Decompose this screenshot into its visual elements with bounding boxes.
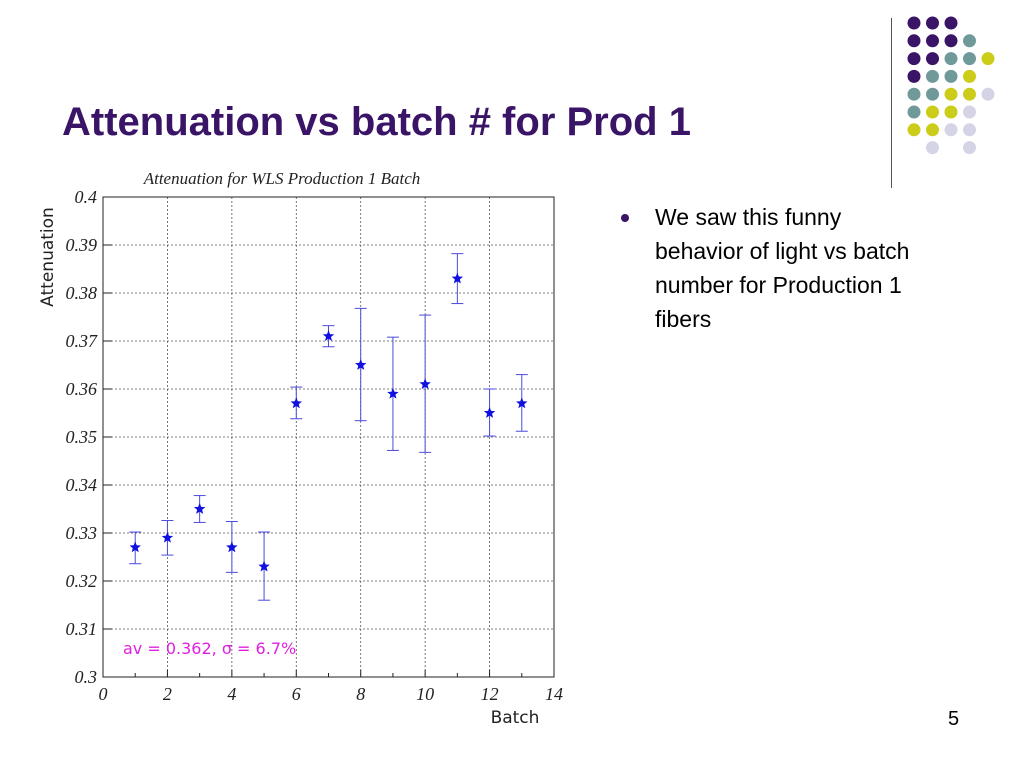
decorative-dot <box>944 34 958 48</box>
x-tick-label: 12 <box>481 684 499 704</box>
y-tick-label: 0.38 <box>66 283 98 303</box>
decorative-dot <box>926 123 939 137</box>
x-axis-label: Batch <box>491 708 540 728</box>
data-point-star <box>193 503 206 514</box>
y-tick-label: 0.31 <box>66 619 98 639</box>
x-tick-label: 6 <box>292 684 301 704</box>
y-tick-label: 0.32 <box>66 571 98 591</box>
slide-title: Attenuation vs batch # for Prod 1 <box>62 100 691 144</box>
attenuation-chart: Attenuation for WLS Production 1 Batch 0… <box>38 169 564 728</box>
data-point-star <box>258 560 270 572</box>
data-point-star <box>161 531 174 543</box>
decorative-dot <box>944 69 958 83</box>
decorative-dot <box>944 52 958 66</box>
data-point-star <box>419 378 431 390</box>
data-point-star <box>322 330 335 342</box>
decorative-dot <box>944 87 958 101</box>
x-tick-label: 2 <box>163 684 172 704</box>
x-tick-label: 0 <box>99 684 108 704</box>
data-point-star <box>483 407 496 418</box>
decorative-dot <box>944 105 958 119</box>
y-tick-label: 0.4 <box>75 187 98 207</box>
axis-ticks: 0 2 4 6 8 10 12 14 0.3 0.31 0.32 0.33 0.34 0.35 0.36 0.… <box>66 187 564 704</box>
x-tick-label: 8 <box>356 684 365 704</box>
decorative-dot <box>944 16 958 30</box>
chart-annotation: av = 0.362, σ = 6.7% <box>123 639 296 658</box>
decorative-dot <box>926 16 939 30</box>
y-tick-label: 0.35 <box>66 427 98 447</box>
decorative-dot <box>963 34 976 48</box>
chart-grid <box>103 197 554 677</box>
decorative-dot <box>926 52 939 66</box>
data-point-star <box>516 397 528 409</box>
decorative-dot <box>907 123 921 137</box>
x-tick-label: 10 <box>416 684 434 704</box>
decorative-dot <box>981 52 995 66</box>
bullet-item: We saw this funny behavior of light vs b… <box>618 200 918 336</box>
decorative-dot <box>963 87 976 101</box>
x-tick-label: 14 <box>545 684 563 704</box>
decorative-dot <box>963 52 976 66</box>
data-points <box>129 272 528 572</box>
decorative-dot-grid <box>907 16 995 155</box>
decorative-dot <box>963 105 976 119</box>
decorative-dot <box>926 105 939 119</box>
decorative-dot <box>907 105 921 119</box>
y-tick-label: 0.33 <box>66 523 98 543</box>
data-point-star <box>129 541 141 553</box>
decorative-dot <box>963 123 976 137</box>
error-bars <box>129 253 528 601</box>
decorative-dot <box>944 123 958 137</box>
decorative-dot <box>907 52 921 66</box>
decorative-dot <box>926 34 939 48</box>
page-number: 5 <box>948 708 960 730</box>
decorative-dot <box>981 87 995 101</box>
decorative-divider <box>891 18 892 188</box>
decorative-dot <box>963 69 976 83</box>
y-tick-label: 0.36 <box>66 379 98 399</box>
decorative-dot <box>926 141 939 155</box>
bullet-text: We saw this funny behavior of light vs b… <box>655 204 910 332</box>
bullet-icon <box>621 214 629 222</box>
decorative-dot <box>907 69 921 83</box>
decorative-dot <box>907 16 921 30</box>
data-point-star <box>387 387 399 399</box>
y-tick-label: 0.39 <box>66 235 98 255</box>
data-point-star <box>226 541 238 553</box>
decorative-dot <box>963 141 976 155</box>
y-axis-label: Attenuation <box>38 207 58 307</box>
decorative-dot <box>926 69 939 83</box>
bullet-list: We saw this funny behavior of light vs b… <box>618 200 918 336</box>
data-point-star <box>451 272 464 284</box>
x-tick-label: 4 <box>227 684 236 704</box>
data-point-star <box>290 397 302 409</box>
data-point-star <box>355 359 367 370</box>
y-tick-label: 0.34 <box>66 475 98 495</box>
decorative-dot <box>907 34 921 48</box>
decorative-dot <box>907 87 921 101</box>
y-tick-label: 0.3 <box>75 667 98 687</box>
chart-title: Attenuation for WLS Production 1 Batch <box>143 169 421 188</box>
decorative-dot <box>926 87 939 101</box>
y-tick-label: 0.37 <box>66 331 99 351</box>
